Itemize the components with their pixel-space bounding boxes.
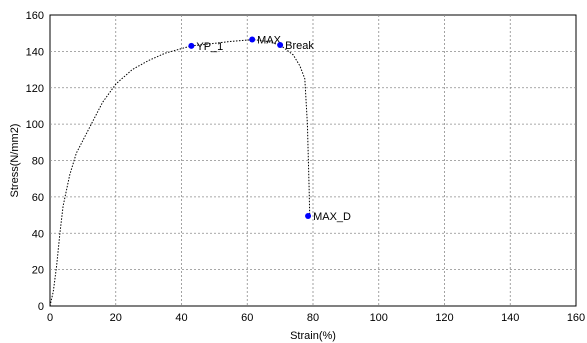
x-tick-label: 40: [175, 312, 187, 324]
stress-strain-curve: [49, 39, 311, 307]
annotation-label: YP_1: [196, 41, 223, 53]
x-axis-title: Strain(%): [290, 330, 336, 342]
annotation-label: MAX_D: [313, 211, 351, 223]
y-tick-label: 80: [32, 156, 44, 168]
annotation-marker: [277, 42, 284, 49]
y-tick-label: 160: [26, 10, 44, 22]
x-tick-labels: 0 20 40 60 80 100 120 140 160: [47, 312, 585, 324]
x-tick-label: 0: [47, 312, 53, 324]
x-tick-label: 140: [501, 312, 519, 324]
y-tick-label: 40: [32, 228, 44, 240]
y-tick-label: 120: [26, 83, 44, 95]
x-tick-label: 80: [307, 312, 319, 324]
y-tick-labels: 0 20 40 60 80 100 120 140 160: [26, 10, 44, 313]
x-tick-label: 160: [567, 312, 585, 324]
x-tick-label: 60: [241, 312, 253, 324]
y-tick-label: 140: [26, 46, 44, 58]
x-tick-label: 20: [110, 312, 122, 324]
annotations: YP_1 MAX Break MAX_D: [188, 35, 351, 223]
annotation-label: Break: [285, 40, 314, 52]
annotation-marker: [249, 36, 256, 43]
grid: [50, 15, 576, 306]
x-tick-label: 120: [435, 312, 453, 324]
annotation-label: MAX: [257, 35, 282, 47]
y-tick-label: 20: [32, 265, 44, 277]
annotation-marker: [188, 42, 195, 49]
annotation-marker: [305, 212, 312, 219]
y-axis-title: Stress(N/mm2): [9, 124, 21, 198]
y-tick-label: 100: [26, 119, 44, 131]
y-tick-label: 0: [38, 301, 44, 313]
y-tick-label: 60: [32, 192, 44, 204]
x-tick-label: 100: [370, 312, 388, 324]
